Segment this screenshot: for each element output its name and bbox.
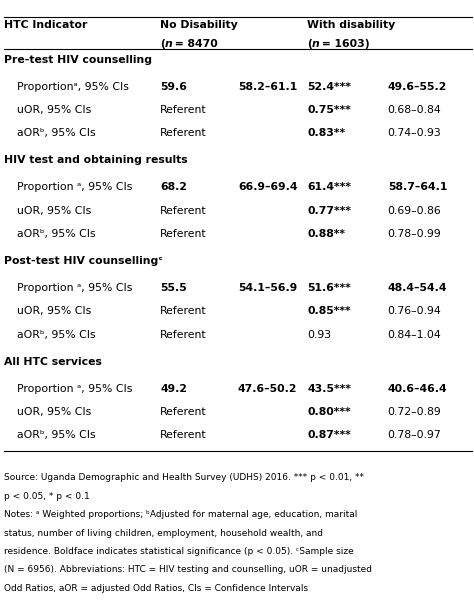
Text: 0.85***: 0.85*** [307, 306, 351, 316]
Text: 66.9–69.4: 66.9–69.4 [238, 182, 298, 192]
Text: 49.2: 49.2 [160, 384, 187, 394]
Text: p < 0.05, * p < 0.1: p < 0.05, * p < 0.1 [4, 492, 90, 501]
Text: Referent: Referent [160, 407, 207, 417]
Text: uOR, 95% CIs: uOR, 95% CIs [17, 407, 91, 417]
Text: aORᵇ, 95% CIs: aORᵇ, 95% CIs [17, 330, 96, 340]
Text: Notes: ᵃ Weighted proportions; ᵇAdjusted for maternal age, education, marital: Notes: ᵃ Weighted proportions; ᵇAdjusted… [4, 510, 357, 519]
Text: Pre-test HIV counselling: Pre-test HIV counselling [4, 55, 152, 64]
Text: 0.77***: 0.77*** [307, 206, 351, 216]
Text: 68.2: 68.2 [160, 182, 187, 192]
Text: Source: Uganda Demographic and Health Survey (UDHS) 2016. *** p < 0.01, **: Source: Uganda Demographic and Health Su… [4, 473, 364, 483]
Text: 0.75***: 0.75*** [307, 105, 351, 115]
Text: Referent: Referent [160, 128, 207, 138]
Text: No Disability: No Disability [160, 20, 238, 30]
Text: Referent: Referent [160, 206, 207, 216]
Text: 43.5***: 43.5*** [307, 384, 351, 394]
Text: aORᵇ, 95% CIs: aORᵇ, 95% CIs [17, 128, 96, 138]
Text: Referent: Referent [160, 306, 207, 316]
Text: HTC Indicator: HTC Indicator [4, 20, 87, 30]
Text: = 1603): = 1603) [318, 39, 369, 49]
Text: Referent: Referent [160, 229, 207, 239]
Text: 47.6–50.2: 47.6–50.2 [238, 384, 298, 394]
Text: Referent: Referent [160, 330, 207, 340]
Text: 0.72–0.89: 0.72–0.89 [388, 407, 441, 417]
Text: HIV test and obtaining results: HIV test and obtaining results [4, 155, 187, 165]
Text: 0.88**: 0.88** [307, 229, 345, 239]
Text: 54.1–56.9: 54.1–56.9 [238, 283, 297, 293]
Text: n: n [165, 39, 173, 49]
Text: 52.4***: 52.4*** [307, 82, 351, 91]
Text: n: n [312, 39, 319, 49]
Text: 0.84–1.04: 0.84–1.04 [388, 330, 441, 340]
Text: Odd Ratios, aOR = adjusted Odd Ratios, CIs = Confidence Intervals: Odd Ratios, aOR = adjusted Odd Ratios, C… [4, 584, 308, 593]
Text: 58.7–64.1: 58.7–64.1 [388, 182, 447, 192]
Text: 49.6–55.2: 49.6–55.2 [388, 82, 447, 91]
Text: 0.78–0.99: 0.78–0.99 [388, 229, 441, 239]
Text: 0.74–0.93: 0.74–0.93 [388, 128, 441, 138]
Text: 0.76–0.94: 0.76–0.94 [388, 306, 441, 316]
Text: aORᵇ, 95% CIs: aORᵇ, 95% CIs [17, 430, 96, 440]
Text: Referent: Referent [160, 430, 207, 440]
Text: aORᵇ, 95% CIs: aORᵇ, 95% CIs [17, 229, 96, 239]
Text: 0.68–0.84: 0.68–0.84 [388, 105, 441, 115]
Text: 61.4***: 61.4*** [307, 182, 351, 192]
Text: All HTC services: All HTC services [4, 357, 101, 367]
Text: (N = 6956). Abbreviations: HTC = HIV testing and counselling, uOR = unadjusted: (N = 6956). Abbreviations: HTC = HIV tes… [4, 565, 372, 575]
Text: uOR, 95% CIs: uOR, 95% CIs [17, 206, 91, 216]
Text: 0.78–0.97: 0.78–0.97 [388, 430, 441, 440]
Text: = 8470: = 8470 [171, 39, 218, 49]
Text: Proportion ᵃ, 95% CIs: Proportion ᵃ, 95% CIs [17, 182, 132, 192]
Text: uOR, 95% CIs: uOR, 95% CIs [17, 306, 91, 316]
Text: 51.6***: 51.6*** [307, 283, 351, 293]
Text: 0.83**: 0.83** [307, 128, 345, 138]
Text: 0.87***: 0.87*** [307, 430, 351, 440]
Text: 0.69–0.86: 0.69–0.86 [388, 206, 441, 216]
Text: Referent: Referent [160, 105, 207, 115]
Text: Proportionᵃ, 95% CIs: Proportionᵃ, 95% CIs [17, 82, 129, 91]
Text: (: ( [307, 39, 312, 49]
Text: (: ( [160, 39, 165, 49]
Text: 48.4–54.4: 48.4–54.4 [388, 283, 447, 293]
Text: status, number of living children, employment, household wealth, and: status, number of living children, emplo… [4, 529, 323, 538]
Text: 0.80***: 0.80*** [307, 407, 351, 417]
Text: Proportion ᵃ, 95% CIs: Proportion ᵃ, 95% CIs [17, 283, 132, 293]
Text: 40.6–46.4: 40.6–46.4 [388, 384, 447, 394]
Text: With disability: With disability [307, 20, 395, 30]
Text: 59.6: 59.6 [160, 82, 187, 91]
Text: Post-test HIV counsellingᶜ: Post-test HIV counsellingᶜ [4, 256, 163, 266]
Text: Proportion ᵃ, 95% CIs: Proportion ᵃ, 95% CIs [17, 384, 132, 394]
Text: 55.5: 55.5 [160, 283, 187, 293]
Text: 58.2–61.1: 58.2–61.1 [238, 82, 297, 91]
Text: 0.93: 0.93 [307, 330, 331, 340]
Text: residence. Boldface indicates statistical significance (p < 0.05). ᶜSample size: residence. Boldface indicates statistica… [4, 547, 354, 556]
Text: uOR, 95% CIs: uOR, 95% CIs [17, 105, 91, 115]
